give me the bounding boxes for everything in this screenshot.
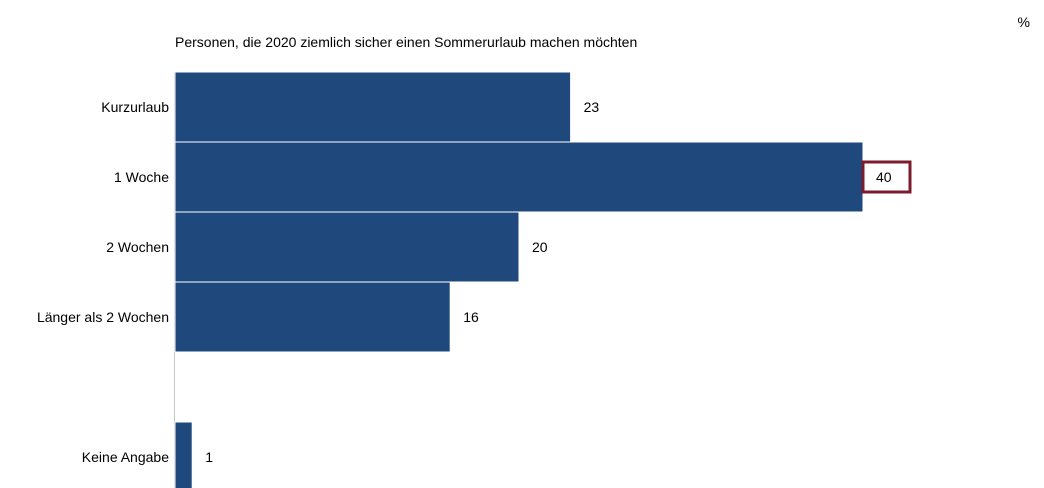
bars-layer bbox=[174, 71, 864, 488]
unit-label: % bbox=[1017, 14, 1030, 30]
bar-1-woche bbox=[174, 141, 864, 213]
value-label-1-woche: 40 bbox=[876, 169, 892, 185]
bar-2-wochen bbox=[174, 211, 520, 283]
labels-layer: Kurzurlaub 23 1 Woche 40 2 Wochen 20 Länger al… bbox=[37, 99, 912, 465]
value-label-kurzurlaub: 23 bbox=[584, 99, 600, 115]
bar-keine-angabe bbox=[174, 421, 193, 488]
category-label-keine-angabe: Keine Angabe bbox=[82, 449, 169, 465]
bar-laenger-als-2-wochen bbox=[174, 281, 451, 353]
value-label-keine-angabe: 1 bbox=[205, 449, 213, 465]
category-label-laenger-als-2-wochen: Länger als 2 Wochen bbox=[37, 309, 169, 325]
bar-kurzurlaub bbox=[174, 71, 572, 143]
category-label-kurzurlaub: Kurzurlaub bbox=[101, 99, 169, 115]
highlight-box bbox=[861, 160, 912, 194]
category-label-2-wochen: 2 Wochen bbox=[106, 239, 169, 255]
chart-title: Personen, die 2020 ziemlich sicher einen… bbox=[175, 34, 638, 50]
category-label-1-woche: 1 Woche bbox=[114, 169, 169, 185]
value-label-2-wochen: 20 bbox=[532, 239, 548, 255]
value-label-laenger-als-2-wochen: 16 bbox=[463, 309, 479, 325]
